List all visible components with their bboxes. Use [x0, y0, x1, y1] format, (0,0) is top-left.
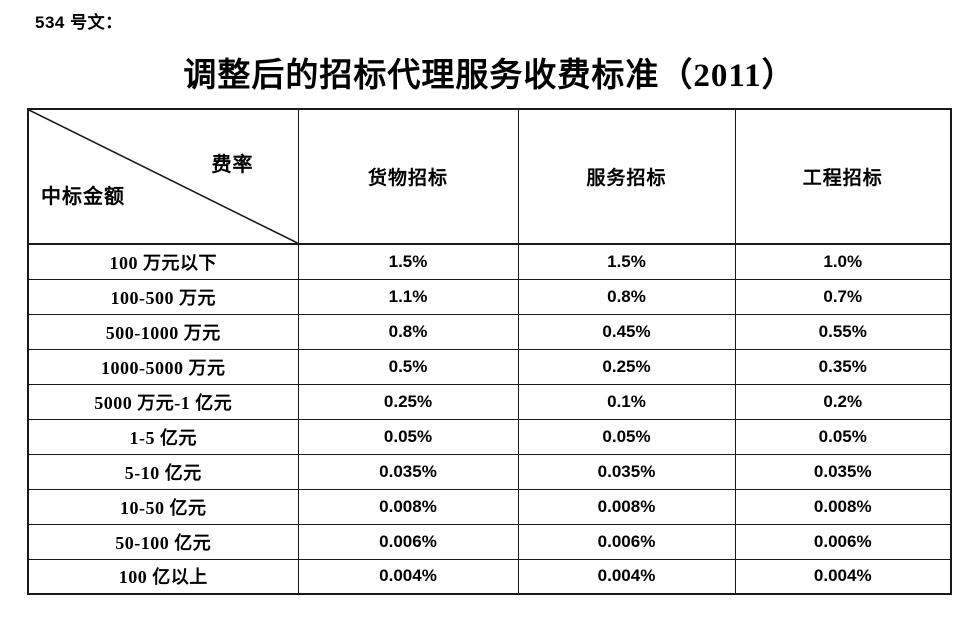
amount-range-cell: 1000-5000 万元 [27, 348, 299, 385]
goods-rate-cell: 0.05% [297, 418, 519, 455]
goods-rate-cell: 0.035% [297, 453, 519, 490]
goods-rate-cell: 1.1% [297, 278, 519, 315]
table-header-row: 费率 中标金额 货物招标 服务招标 工程招标 [27, 108, 952, 245]
engineering-rate-cell: 1.0% [734, 243, 952, 280]
amount-range-cell: 100-500 万元 [27, 278, 299, 315]
amount-range-cell: 50-100 亿元 [27, 523, 299, 560]
goods-rate-cell: 0.25% [297, 383, 519, 420]
amount-range-cell: 100 亿以上 [27, 558, 299, 595]
service-rate-cell: 0.25% [517, 348, 736, 385]
engineering-rate-cell: 0.004% [734, 558, 952, 595]
doc-number-label: 534 号文： [35, 13, 123, 32]
goods-rate-cell: 0.8% [297, 313, 519, 350]
service-rate-cell: 0.45% [517, 313, 736, 350]
table-row: 50-100 亿元 0.006% 0.006% 0.006% [27, 523, 952, 560]
column-header-service: 服务招标 [517, 108, 736, 245]
service-rate-cell: 0.004% [517, 558, 736, 595]
goods-rate-cell: 0.008% [297, 488, 519, 525]
corner-label-rate: 费率 [211, 154, 254, 176]
table-row: 5-10 亿元 0.035% 0.035% 0.035% [27, 453, 952, 490]
diagonal-divider-line [29, 110, 297, 242]
column-header-goods: 货物招标 [297, 108, 519, 245]
amount-range-cell: 500-1000 万元 [27, 313, 299, 350]
table-row: 1000-5000 万元 0.5% 0.25% 0.35% [27, 348, 952, 385]
engineering-rate-cell: 0.35% [734, 348, 952, 385]
service-rate-cell: 0.1% [517, 383, 736, 420]
amount-range-cell: 100 万元以下 [27, 243, 299, 280]
service-rate-cell: 0.8% [517, 278, 736, 315]
engineering-rate-cell: 0.05% [734, 418, 952, 455]
service-rate-cell: 0.006% [517, 523, 736, 560]
engineering-rate-cell: 0.006% [734, 523, 952, 560]
table-row: 100 万元以下 1.5% 1.5% 1.0% [27, 243, 952, 280]
table-corner-cell: 费率 中标金额 [27, 108, 299, 245]
table-row: 100 亿以上 0.004% 0.004% 0.004% [27, 558, 952, 595]
amount-range-cell: 5000 万元-1 亿元 [27, 383, 299, 420]
service-rate-cell: 0.035% [517, 453, 736, 490]
goods-rate-cell: 0.006% [297, 523, 519, 560]
table-row: 500-1000 万元 0.8% 0.45% 0.55% [27, 313, 952, 350]
engineering-rate-cell: 0.7% [734, 278, 952, 315]
corner-label-amount: 中标金额 [41, 186, 125, 208]
engineering-rate-cell: 0.2% [734, 383, 952, 420]
goods-rate-cell: 0.004% [297, 558, 519, 595]
service-rate-cell: 0.05% [517, 418, 736, 455]
engineering-rate-cell: 0.55% [734, 313, 952, 350]
service-rate-cell: 0.008% [517, 488, 736, 525]
fee-rate-table: 费率 中标金额 货物招标 服务招标 工程招标 100 万元以下 1.5% 1.5… [27, 108, 952, 595]
table-row: 10-50 亿元 0.008% 0.008% 0.008% [27, 488, 952, 525]
amount-range-cell: 1-5 亿元 [27, 418, 299, 455]
engineering-rate-cell: 0.008% [734, 488, 952, 525]
column-header-engineering: 工程招标 [734, 108, 952, 245]
engineering-rate-cell: 0.035% [734, 453, 952, 490]
amount-range-cell: 10-50 亿元 [27, 488, 299, 525]
goods-rate-cell: 1.5% [297, 243, 519, 280]
table-row: 5000 万元-1 亿元 0.25% 0.1% 0.2% [27, 383, 952, 420]
service-rate-cell: 1.5% [517, 243, 736, 280]
table-row: 100-500 万元 1.1% 0.8% 0.7% [27, 278, 952, 315]
amount-range-cell: 5-10 亿元 [27, 453, 299, 490]
table-row: 1-5 亿元 0.05% 0.05% 0.05% [27, 418, 952, 455]
goods-rate-cell: 0.5% [297, 348, 519, 385]
page-title: 调整后的招标代理服务收费标准（2011） [183, 58, 796, 94]
